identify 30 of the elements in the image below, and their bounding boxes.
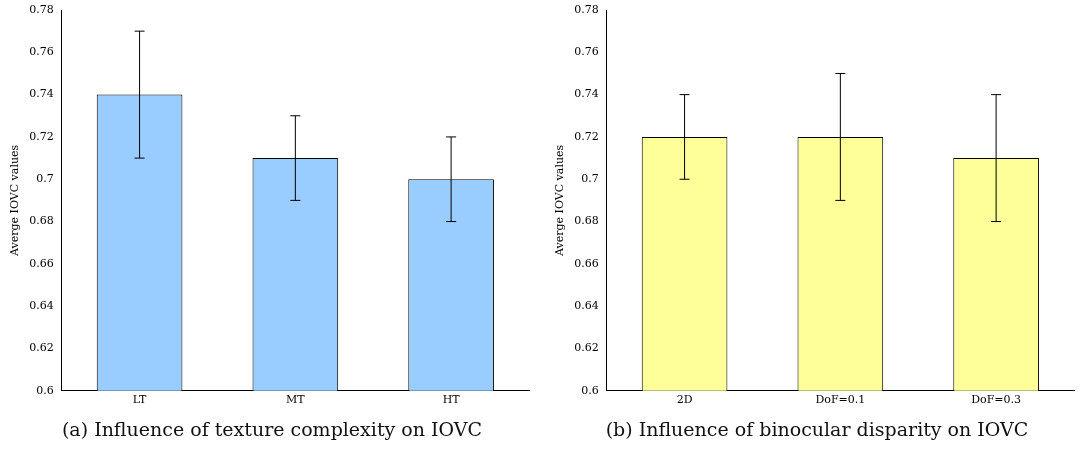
x-tick-label: HT xyxy=(442,393,461,407)
x-tick-label: DoF=0.1 xyxy=(815,393,866,407)
y-tick-label: 0.6 xyxy=(581,383,599,397)
x-tick-label: MT xyxy=(286,393,306,407)
y-tick-label: 0.78 xyxy=(29,2,54,16)
y-tick-label: 0.64 xyxy=(29,299,54,313)
y-tick-label: 0.62 xyxy=(29,341,54,355)
y-tick-label: 0.68 xyxy=(29,214,54,228)
y-tick-label: 0.6 xyxy=(36,383,54,397)
y-tick-label: 0.78 xyxy=(574,2,599,16)
y-tick-label: 0.76 xyxy=(574,45,599,59)
y-tick-label: 0.62 xyxy=(574,341,599,355)
x-tick-label: LT xyxy=(132,393,148,407)
x-tick-label: 2D xyxy=(676,393,693,407)
y-tick-label: 0.7 xyxy=(581,172,599,186)
y-tick-label: 0.74 xyxy=(29,87,54,101)
y-tick-label: 0.66 xyxy=(574,256,599,270)
y-tick-label: 0.72 xyxy=(574,129,599,143)
y-tick-label: 0.72 xyxy=(29,129,54,143)
y-tick-label: 0.64 xyxy=(574,299,599,313)
y-tick-label: 0.74 xyxy=(574,87,599,101)
text: (b) Influence of binocular disparity on IOVC xyxy=(604,418,1030,440)
y-tick-label: 0.68 xyxy=(574,214,599,228)
text: (a) Influence of texture complexity on IOVC xyxy=(60,418,484,440)
y-tick-label: 0.66 xyxy=(29,256,54,270)
x-tick-label: DoF=0.3 xyxy=(971,393,1022,407)
y-tick-label: 0.76 xyxy=(29,45,54,59)
y-tick-label: 0.7 xyxy=(36,172,54,186)
y-axis-title: Averge IOVC values xyxy=(553,144,567,257)
y-axis-title: Averge IOVC values xyxy=(8,144,22,257)
